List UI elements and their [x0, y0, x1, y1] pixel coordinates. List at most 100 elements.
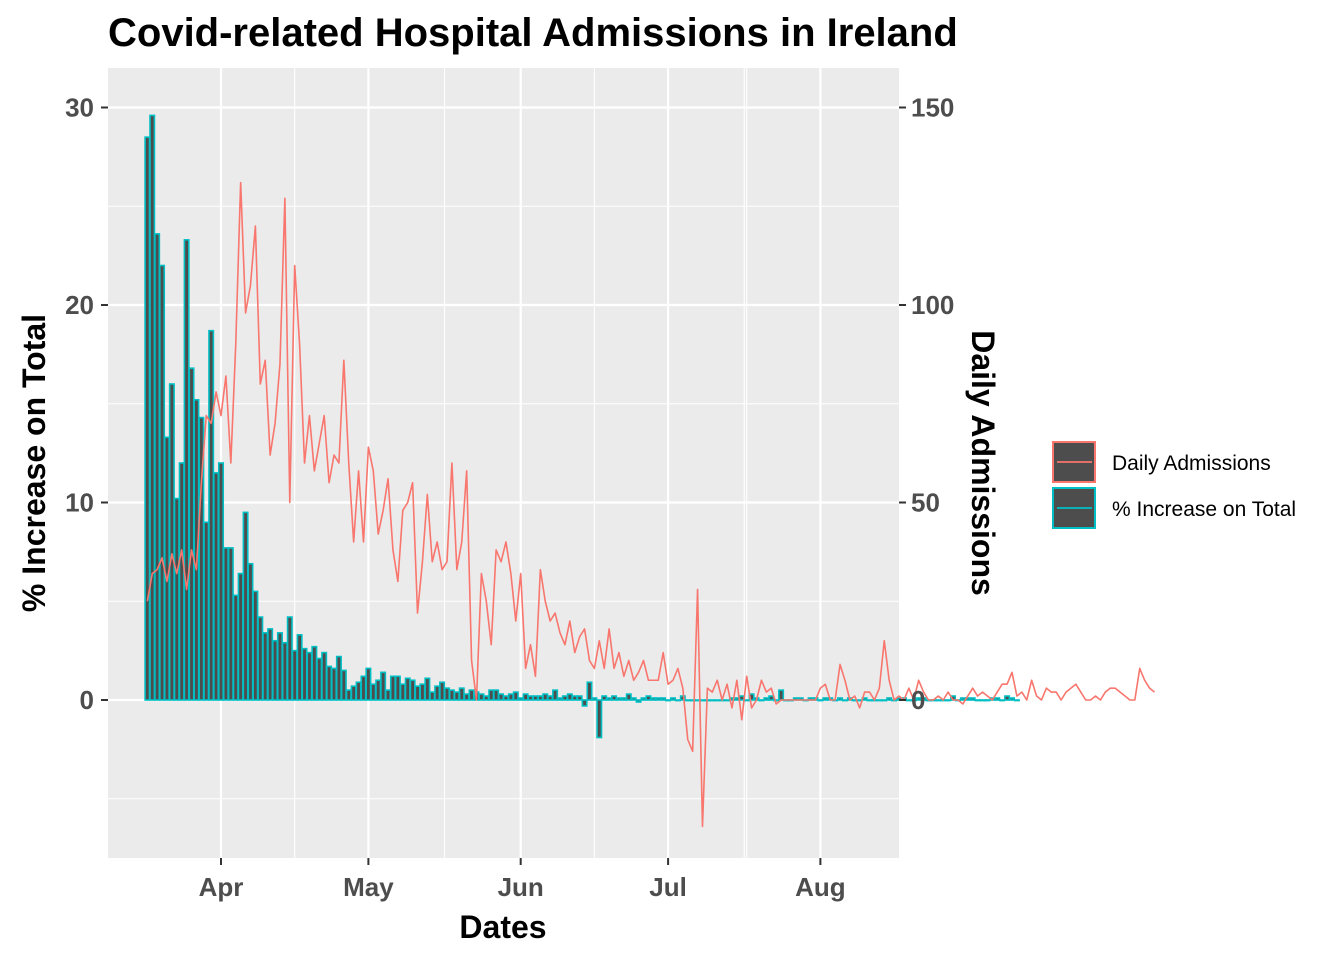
bar	[876, 699, 883, 702]
bar	[674, 699, 681, 702]
x-axis-title: Dates	[459, 909, 546, 945]
bar	[154, 233, 161, 701]
bar	[227, 547, 234, 701]
bar	[1013, 699, 1020, 702]
bar	[606, 697, 613, 701]
y2-tick-label: 150	[911, 93, 954, 123]
bar	[340, 669, 347, 701]
bar	[561, 695, 568, 701]
bar	[969, 697, 976, 701]
bar	[645, 695, 652, 701]
bar	[724, 699, 731, 702]
bar	[272, 639, 279, 701]
bar	[429, 691, 436, 701]
bar	[463, 693, 470, 701]
bar	[443, 687, 451, 701]
y-tick-label: 30	[65, 93, 94, 123]
bar	[837, 697, 844, 701]
bar	[630, 697, 637, 701]
bar	[183, 239, 190, 701]
grid-lines	[108, 68, 899, 858]
bar	[620, 697, 627, 701]
bar	[414, 685, 421, 701]
bar	[419, 683, 426, 701]
bar	[763, 697, 770, 701]
bar	[714, 699, 721, 702]
bar	[252, 590, 259, 701]
bar	[512, 691, 519, 701]
bar	[974, 699, 981, 702]
x-tick-label: Jul	[649, 872, 687, 902]
chart-title: Covid-related Hospital Admissions in Ire…	[108, 11, 958, 55]
bar	[945, 699, 952, 702]
bar	[316, 657, 323, 701]
bar	[591, 697, 598, 701]
bar	[709, 699, 716, 702]
bar	[389, 675, 396, 701]
bar	[999, 699, 1006, 702]
bar	[291, 649, 298, 701]
bar	[660, 697, 667, 701]
percent-increase-bars	[144, 114, 1020, 739]
daily-admissions-line	[146, 181, 1155, 828]
bar	[404, 677, 411, 701]
bar	[424, 677, 431, 701]
bar	[537, 695, 544, 701]
bar	[611, 695, 618, 701]
bar	[822, 697, 829, 701]
bar	[267, 628, 274, 701]
x-tick-label: May	[343, 872, 394, 902]
bar	[994, 697, 1001, 701]
bar	[365, 667, 372, 701]
bar	[286, 616, 293, 701]
bar	[502, 695, 509, 701]
bar	[409, 679, 416, 701]
bar	[817, 699, 824, 702]
bar	[326, 665, 333, 701]
bar	[488, 689, 495, 701]
bar	[581, 699, 588, 707]
bar	[468, 689, 475, 701]
bar	[920, 697, 927, 701]
right-y-axis: 0 50 100 150	[899, 93, 954, 715]
bar	[640, 697, 647, 701]
bar	[483, 695, 490, 701]
bar	[768, 695, 775, 701]
bar	[345, 689, 352, 701]
bar	[758, 699, 765, 702]
bar	[188, 367, 195, 701]
left-y-axis: 0 10 20 30	[65, 93, 108, 715]
bar	[262, 632, 269, 701]
bar	[168, 383, 175, 701]
bar	[296, 634, 303, 701]
plot-panel	[108, 68, 899, 858]
bar	[375, 679, 382, 701]
bar	[281, 641, 288, 701]
bar	[321, 651, 328, 701]
bar	[571, 695, 578, 701]
bar	[478, 693, 485, 701]
bar	[566, 693, 573, 701]
bar	[242, 511, 249, 701]
bar	[178, 462, 185, 701]
y-tick-label: 20	[65, 290, 94, 320]
x-tick-label: Jun	[498, 872, 544, 902]
bar	[841, 699, 848, 702]
bar	[866, 699, 873, 702]
bar	[625, 693, 632, 701]
bar	[601, 695, 608, 701]
bar	[213, 472, 220, 701]
y2-tick-label: 100	[911, 290, 954, 320]
y2-tick-label: 0	[911, 685, 925, 715]
bar	[330, 667, 338, 701]
bar	[217, 462, 225, 701]
bar	[370, 683, 377, 701]
bar	[527, 695, 534, 701]
bar	[542, 693, 549, 701]
bar	[453, 691, 460, 701]
bar	[552, 689, 559, 701]
x-axis: Apr May Jun Jul Aug	[199, 858, 846, 902]
bar	[493, 689, 500, 701]
bar	[276, 632, 283, 701]
